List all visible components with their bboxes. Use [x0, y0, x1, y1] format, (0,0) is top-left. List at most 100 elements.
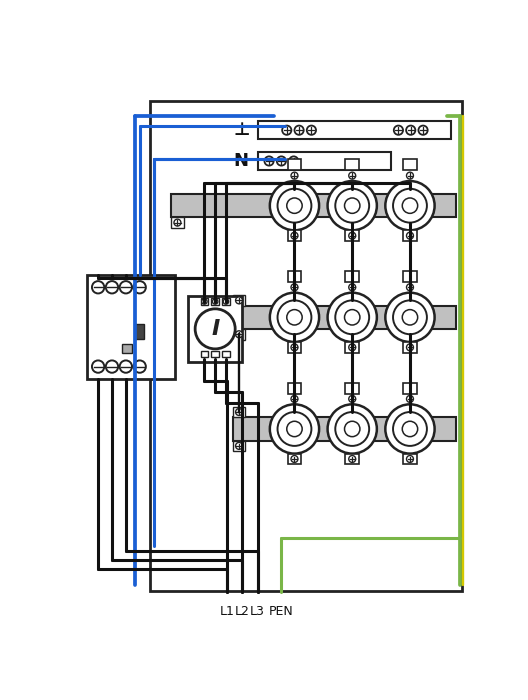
Bar [188, 296, 242, 362]
Circle shape [418, 125, 428, 135]
Circle shape [235, 409, 242, 416]
Circle shape [407, 284, 413, 290]
Circle shape [270, 405, 319, 454]
Circle shape [278, 300, 312, 335]
Circle shape [407, 456, 413, 463]
Circle shape [402, 198, 418, 214]
Bar [288, 454, 301, 464]
Circle shape [349, 232, 356, 239]
Circle shape [287, 309, 302, 325]
Circle shape [212, 299, 218, 304]
Text: I: I [211, 319, 219, 339]
Circle shape [407, 395, 413, 402]
Circle shape [327, 181, 377, 230]
Circle shape [174, 219, 181, 226]
Bar [222, 298, 230, 305]
Bar [150, 101, 461, 591]
Bar [233, 417, 456, 440]
Text: N: N [234, 152, 249, 170]
Circle shape [385, 405, 435, 454]
Circle shape [335, 300, 369, 335]
Circle shape [407, 344, 413, 351]
Bar [288, 342, 301, 353]
Circle shape [393, 300, 427, 335]
Circle shape [235, 442, 242, 449]
Circle shape [291, 456, 298, 463]
Bar [211, 351, 219, 357]
Bar [233, 440, 245, 452]
Bar [345, 271, 359, 282]
Bar [258, 121, 451, 139]
Bar [403, 454, 417, 464]
Bar [135, 324, 144, 340]
Circle shape [335, 412, 369, 446]
Circle shape [270, 181, 319, 230]
Circle shape [345, 421, 360, 437]
Circle shape [92, 281, 105, 293]
Circle shape [277, 156, 286, 166]
Circle shape [265, 156, 274, 166]
Circle shape [134, 281, 146, 293]
Bar [233, 295, 245, 306]
Bar [258, 152, 391, 170]
Bar [403, 383, 417, 393]
Circle shape [270, 293, 319, 342]
Circle shape [406, 125, 416, 135]
Bar [345, 342, 359, 353]
Text: L3: L3 [250, 605, 265, 618]
Circle shape [349, 284, 356, 290]
Circle shape [120, 281, 132, 293]
Circle shape [291, 395, 298, 402]
Circle shape [393, 189, 427, 223]
Circle shape [282, 125, 291, 135]
Circle shape [223, 299, 229, 304]
Bar [403, 271, 417, 282]
Circle shape [327, 293, 377, 342]
Bar [288, 383, 301, 393]
Circle shape [278, 189, 312, 223]
Circle shape [291, 344, 298, 351]
Circle shape [345, 309, 360, 325]
Bar [288, 160, 301, 170]
Bar [403, 160, 417, 170]
Bar [233, 407, 245, 417]
Circle shape [349, 456, 356, 463]
Bar [233, 329, 245, 340]
Bar [233, 306, 456, 329]
Bar [345, 383, 359, 393]
Circle shape [349, 395, 356, 402]
Circle shape [402, 309, 418, 325]
Circle shape [394, 125, 403, 135]
Circle shape [295, 125, 304, 135]
Bar [403, 230, 417, 241]
Text: JFB: JFB [105, 328, 132, 343]
Circle shape [402, 421, 418, 437]
Circle shape [134, 360, 146, 372]
Circle shape [235, 331, 242, 337]
Text: ⊥: ⊥ [233, 121, 250, 139]
Circle shape [349, 344, 356, 351]
Circle shape [202, 299, 207, 304]
Circle shape [195, 309, 235, 349]
Circle shape [291, 232, 298, 239]
Bar [345, 454, 359, 464]
Bar [345, 230, 359, 241]
Bar [288, 230, 301, 241]
Circle shape [327, 405, 377, 454]
Bar [288, 271, 301, 282]
Circle shape [291, 172, 298, 179]
Circle shape [307, 125, 316, 135]
Bar [345, 160, 359, 170]
Bar [122, 344, 132, 353]
Circle shape [120, 360, 132, 372]
Text: PEN: PEN [269, 605, 294, 618]
Circle shape [335, 189, 369, 223]
Bar [222, 351, 230, 357]
Circle shape [291, 284, 298, 290]
Circle shape [289, 156, 298, 166]
Text: L1: L1 [219, 605, 234, 618]
Circle shape [407, 172, 413, 179]
Circle shape [106, 360, 118, 372]
Text: L2: L2 [234, 605, 250, 618]
Circle shape [287, 421, 302, 437]
